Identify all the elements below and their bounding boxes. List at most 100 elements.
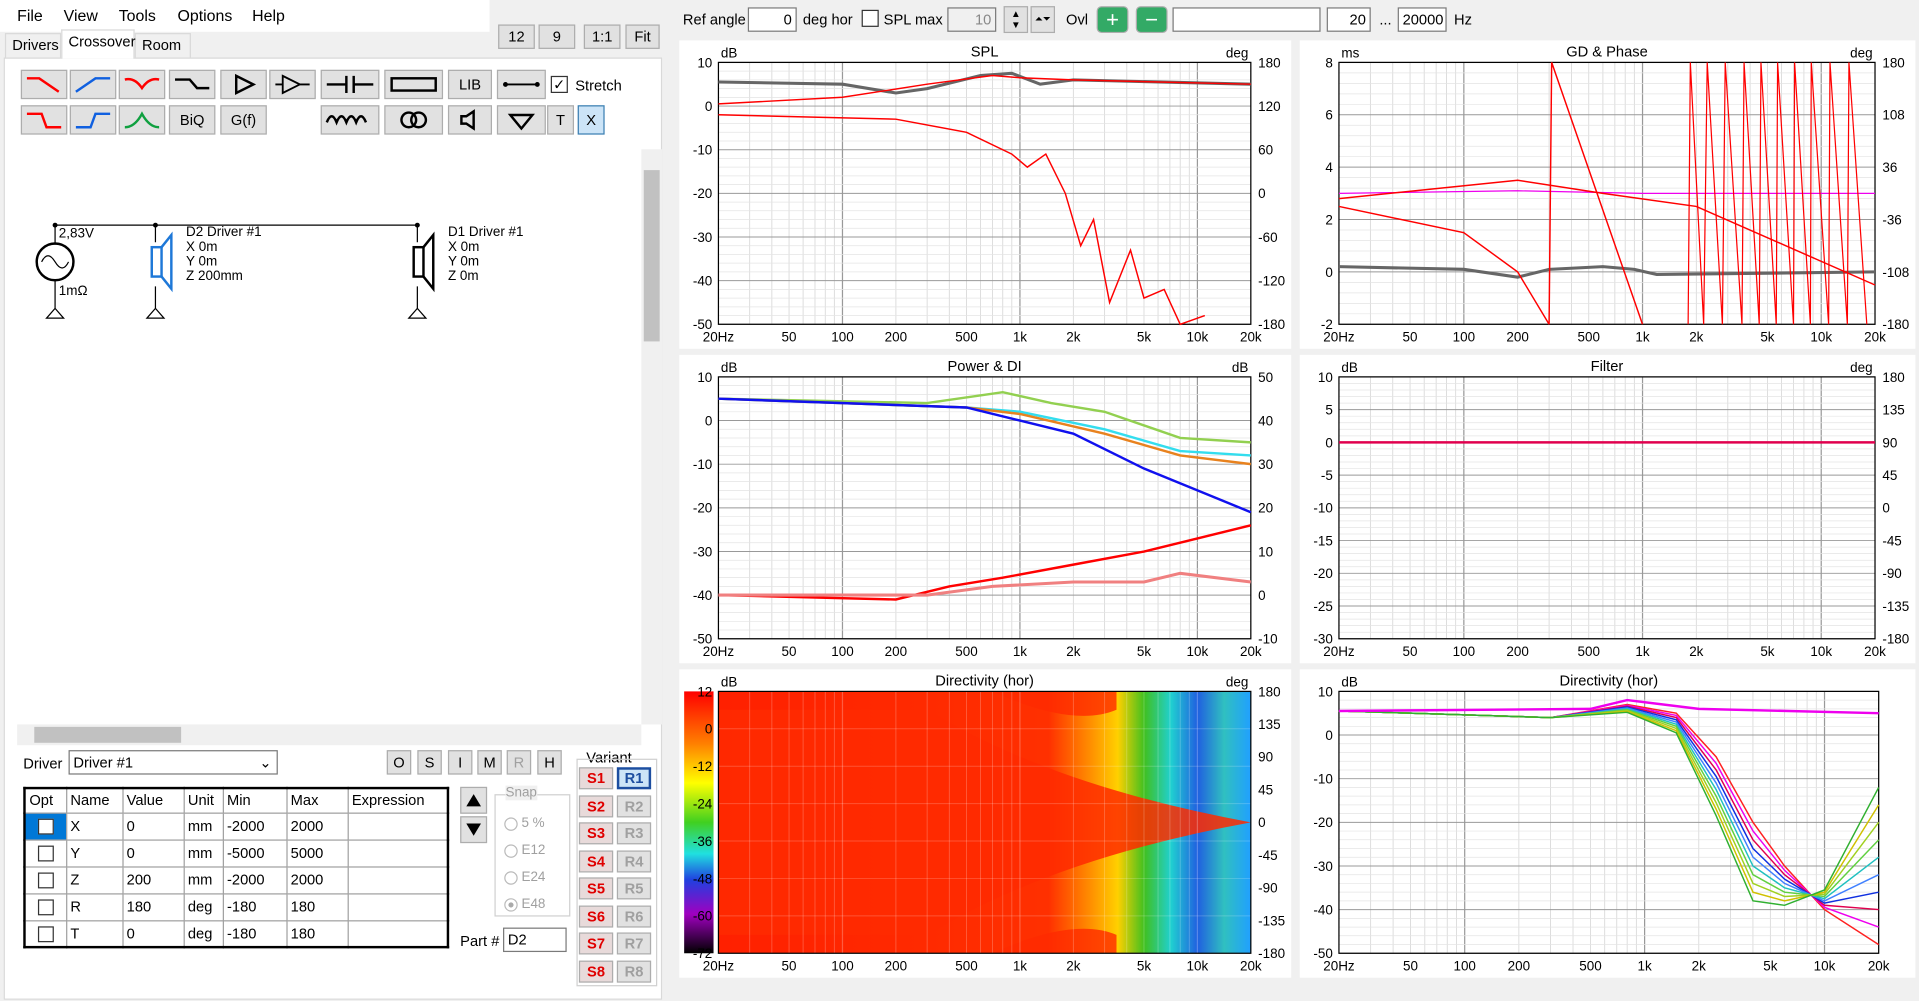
variant-s8-button[interactable]: S8 [578, 959, 614, 983]
zoom-fit-button[interactable]: Fit [625, 24, 660, 49]
spl-stepper[interactable]: ▲ ▼ [1003, 6, 1029, 34]
filter-plot[interactable]: 10 5 0 -5 -10 -15 -20 -25 -30 180 135 90 45 0 -45 -90 -1… [1299, 354, 1916, 664]
variant-r6-button[interactable]: R6 [616, 904, 652, 927]
variant-s2-button[interactable]: S2 [578, 794, 614, 817]
biquad-button[interactable]: BiQ [168, 105, 216, 135]
resistor-button[interactable] [384, 69, 444, 100]
driver-i-button[interactable]: I [447, 750, 473, 775]
stretch-checkbox[interactable]: ✓ [550, 75, 568, 94]
inductor-button[interactable] [320, 105, 380, 135]
lowpass-red-button[interactable] [20, 69, 68, 100]
driver-r-button[interactable]: R [506, 750, 532, 775]
delete-tool-button[interactable]: X [577, 105, 605, 135]
variant-s4-button[interactable]: S4 [578, 849, 614, 872]
spl-max-checkbox[interactable] [861, 9, 879, 27]
variant-s6-button[interactable]: S6 [578, 904, 614, 927]
variant-r5-button[interactable]: R5 [616, 877, 652, 900]
freq-min-input[interactable]: 20 [1326, 7, 1371, 32]
variant-s5-button[interactable]: S5 [578, 877, 614, 900]
y2-tick-label: 45 [1882, 468, 1897, 483]
speaker-button[interactable] [447, 105, 493, 135]
tab-crossover[interactable]: Crossover [61, 29, 135, 59]
shelf-button[interactable] [168, 69, 216, 100]
highpass-blue-button[interactable] [69, 69, 117, 100]
tab-drivers[interactable]: Drivers [4, 33, 62, 59]
variant-s7-button[interactable]: S7 [578, 932, 614, 955]
y-tick-label: 10 [697, 55, 712, 70]
zoom-1to1-button[interactable]: 1:1 [583, 24, 621, 49]
variant-r8-button[interactable]: R8 [616, 959, 652, 983]
y2-tick-label: 60 [1258, 143, 1273, 158]
menu-tools[interactable]: Tools [118, 6, 156, 25]
x-tick-label: 5k [1763, 958, 1777, 973]
ref-angle-input[interactable]: 0 [747, 7, 797, 32]
x-tick-label: 2k [1692, 958, 1706, 973]
y-tick-label: -40 [1313, 903, 1332, 918]
x-tick-label: 5k [1760, 329, 1774, 344]
amp-button[interactable] [220, 69, 267, 100]
source-voltage: 2,83V [58, 226, 94, 242]
variant-r2-button[interactable]: R2 [616, 794, 652, 817]
menu-options[interactable]: Options [177, 6, 233, 25]
buffer-amp-button[interactable] [269, 69, 316, 100]
variant-r7-button[interactable]: R7 [616, 932, 652, 955]
add-overlay-icon[interactable]: + [1096, 6, 1129, 34]
deg-hor-label: deg hor [802, 11, 853, 29]
spl-max-input[interactable]: 10 [947, 7, 997, 32]
transformer-button[interactable] [384, 105, 444, 135]
x-tick-label: 500 [1578, 644, 1600, 659]
overlay-name-field[interactable] [1172, 7, 1321, 32]
y-tick-label: -30 [1313, 632, 1332, 647]
variant-s3-button[interactable]: S3 [578, 822, 614, 845]
variant-r3-button[interactable]: R3 [616, 822, 652, 845]
schematic-vscroll[interactable] [641, 149, 663, 725]
tab-room[interactable]: Room [134, 33, 191, 59]
transfer-function-button[interactable]: G(f) [220, 105, 267, 135]
driver-o-button[interactable]: O [386, 750, 412, 775]
capacitor-button[interactable] [320, 69, 380, 100]
library-button[interactable]: LIB [447, 69, 493, 100]
y-tick-label: -48 [693, 871, 712, 886]
menu-file[interactable]: File [17, 6, 43, 25]
move-down-button[interactable] [460, 816, 488, 844]
bandpass-green-button[interactable] [118, 105, 166, 135]
driver-m-button[interactable]: M [477, 750, 502, 775]
variant-r1-button[interactable]: R1 [616, 767, 652, 790]
y2-tick-label: 45 [1258, 782, 1273, 797]
snap-options[interactable]: 5 % E12 E24 E48 [504, 810, 545, 918]
wire-button[interactable] [496, 69, 546, 100]
variant-s1-button[interactable]: S1 [578, 767, 614, 790]
x-tick-label: 100 [831, 958, 853, 973]
lowpass2-red-button[interactable] [20, 105, 68, 135]
spl-plot[interactable]: 10 0 -10 -20 -30 -40 -50 180 120 60 0 -60 -120 -180 20… [679, 40, 1292, 349]
schematic-hscroll[interactable] [17, 724, 642, 746]
directivity-map-plot[interactable]: 12 0 -12 -24 -36 -48 -60 -72 180 135 90 45 0 -45 -90 -1… [679, 669, 1292, 978]
remove-overlay-icon[interactable]: − [1135, 6, 1168, 34]
directivity-curves-plot[interactable]: 10 0 -10 -20 -30 -40 -50 20Hz 50 100 200 500 1k 2k 5k 1… [1299, 669, 1916, 978]
menu-help[interactable]: Help [252, 6, 285, 25]
y2-tick-label: -108 [1882, 265, 1909, 280]
move-up-button[interactable] [460, 786, 488, 814]
y-tick-label: -72 [693, 946, 712, 961]
text-tool-button[interactable]: T [547, 105, 575, 135]
variant-r4-button[interactable]: R4 [616, 849, 652, 872]
schematic-canvas[interactable]: 2,83V 1mΩ D2 Driver #1 X 0m Y 0m Z 200mm D1… [17, 149, 642, 725]
driver-select[interactable]: Driver #1 ⌄ [68, 750, 278, 775]
zoom-9-button[interactable]: 9 [538, 24, 576, 49]
y2-tick-label: -120 [1258, 274, 1285, 289]
driver-h-button[interactable]: H [537, 750, 562, 775]
table-row: T 0 deg -180 180 [23, 919, 449, 948]
gd-phase-plot[interactable]: 8 6 4 2 0 -2 180 108 36 -36 -108 -180 20Hz 50 100 200 50… [1299, 40, 1916, 349]
bandstop-red-button[interactable] [118, 69, 166, 100]
y-tick-label: -40 [693, 588, 712, 603]
power-di-plot[interactable]: 10 0 -10 -20 -30 -40 -50 50 40 30 20 10 0 -10 20Hz 50 10… [679, 354, 1292, 664]
spl-toggle-button[interactable]: ⏶⏷ [1030, 6, 1056, 34]
y-tick-label: -30 [693, 230, 712, 245]
ground-button[interactable] [496, 105, 546, 135]
driver-s-button[interactable]: S [417, 750, 442, 775]
part-number-field[interactable]: D2 [503, 927, 567, 953]
freq-max-input[interactable]: 20000 [1397, 7, 1447, 32]
zoom-12-button[interactable]: 12 [498, 24, 535, 49]
menu-view[interactable]: View [63, 6, 98, 25]
highpass2-blue-button[interactable] [69, 105, 117, 135]
